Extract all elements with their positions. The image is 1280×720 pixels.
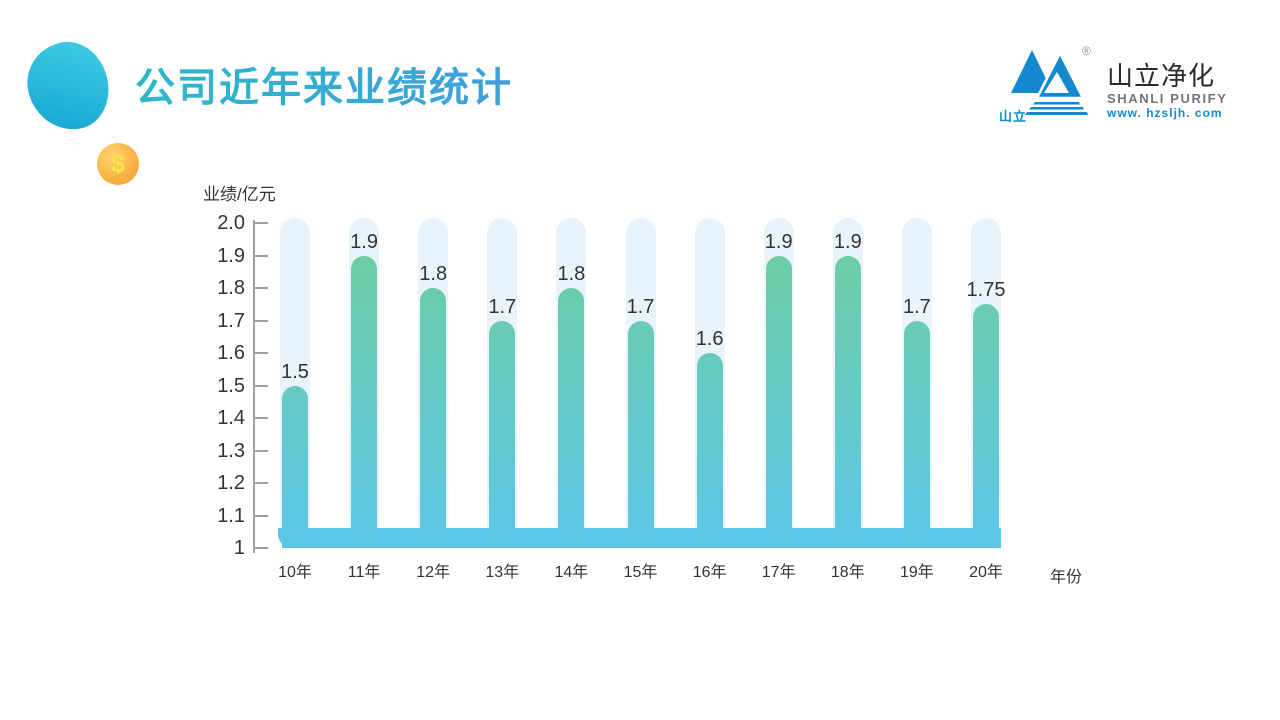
y-axis-title: 业绩/亿元 — [203, 185, 276, 204]
y-axis-tick — [255, 352, 268, 354]
y-axis-tick-label: 1.4 — [217, 407, 245, 429]
bar-fill — [420, 288, 447, 548]
bar-value-label: 1.7 — [626, 295, 655, 318]
x-axis-label: 15年 — [623, 564, 658, 581]
bar-fill — [282, 385, 308, 548]
bar-value-label: 1.7 — [488, 295, 517, 318]
x-axis-label: 17年 — [761, 564, 796, 581]
y-axis-tick — [255, 449, 268, 452]
x-axis-label: 14年 — [554, 564, 589, 581]
slide-title: 公司近年来业绩统计 — [135, 66, 513, 110]
y-axis-tick-label: 2.0 — [217, 212, 245, 234]
x-axis-label: 19年 — [899, 564, 934, 581]
logo-text-block: 山立净化 SHANLI PURIFY www. hzsljh. com — [1107, 61, 1228, 120]
y-axis-tick — [255, 482, 268, 484]
x-axis-label: 11年 — [347, 564, 381, 581]
bar-fill — [973, 304, 999, 548]
coin-icon: $ — [97, 143, 139, 185]
bar-value-label: 1.7 — [902, 295, 931, 318]
bar-fill — [903, 320, 930, 548]
bar-fill — [489, 320, 516, 548]
y-axis-tick — [255, 417, 268, 419]
y-axis-tick-label: 1.2 — [217, 472, 245, 494]
y-axis-tick — [255, 514, 268, 517]
x-axis-label: 10年 — [278, 564, 312, 581]
y-axis-tick-label: 1.5 — [217, 374, 245, 397]
bar-value-label: 1.75 — [966, 279, 1006, 302]
x-axis-label: 20年 — [969, 564, 1003, 581]
bar-value-label: 1.8 — [419, 263, 448, 285]
y-axis-tick-label: 1.6 — [217, 342, 245, 364]
y-axis-tick — [255, 287, 268, 289]
logo-mark-text: 山立 — [999, 109, 1027, 124]
x-axis-label: 12年 — [416, 564, 451, 581]
bar-fill — [627, 320, 654, 548]
y-axis-tick — [255, 222, 268, 224]
mountain-logo-icon: 山立 ® — [999, 44, 1091, 124]
logo-website: www. hzsljh. com — [1107, 106, 1223, 120]
x-axis-label: 16年 — [692, 564, 727, 581]
y-axis-tick-label: 1.7 — [217, 309, 245, 332]
bar-fill — [765, 255, 792, 548]
y-axis-tick — [255, 547, 268, 549]
x-axis-label: 13年 — [485, 564, 520, 581]
bar-fill — [696, 353, 723, 548]
bar-value-label: 1.9 — [764, 230, 793, 253]
bar-value-label: 1.9 — [350, 230, 378, 253]
y-axis-tick-label: 1.1 — [217, 504, 245, 527]
bar-value-label: 1.5 — [281, 360, 309, 383]
bar-fill — [834, 255, 861, 548]
bar-fill — [558, 288, 585, 548]
y-axis-tick — [255, 384, 268, 387]
company-logo: 山立 ® 山立净化 SHANLI PURIFY www. hzsljh. com — [985, 40, 1228, 125]
y-axis-tick — [255, 254, 268, 257]
y-axis-line — [253, 220, 255, 553]
y-axis-tick-label: 1.8 — [217, 277, 245, 299]
dollar-sign-icon: $ — [111, 149, 125, 178]
bar-value-label: 1.6 — [695, 328, 724, 350]
bar-fill — [351, 255, 378, 548]
bar-value-label: 1.9 — [833, 230, 862, 253]
registered-mark: ® — [1082, 44, 1091, 58]
y-axis-tick-label: 1.9 — [217, 244, 245, 267]
y-axis-tick-label: 1 — [233, 537, 245, 559]
bar-value-label: 1.8 — [557, 263, 586, 285]
y-axis-tick — [255, 319, 268, 322]
y-axis-tick-label: 1.3 — [217, 439, 245, 462]
x-axis-title: 年份 — [1049, 569, 1082, 586]
logo-name-en: SHANLI PURIFY — [1107, 91, 1228, 106]
logo-name-cn: 山立净化 — [1107, 61, 1216, 91]
x-axis-label: 18年 — [830, 564, 865, 581]
